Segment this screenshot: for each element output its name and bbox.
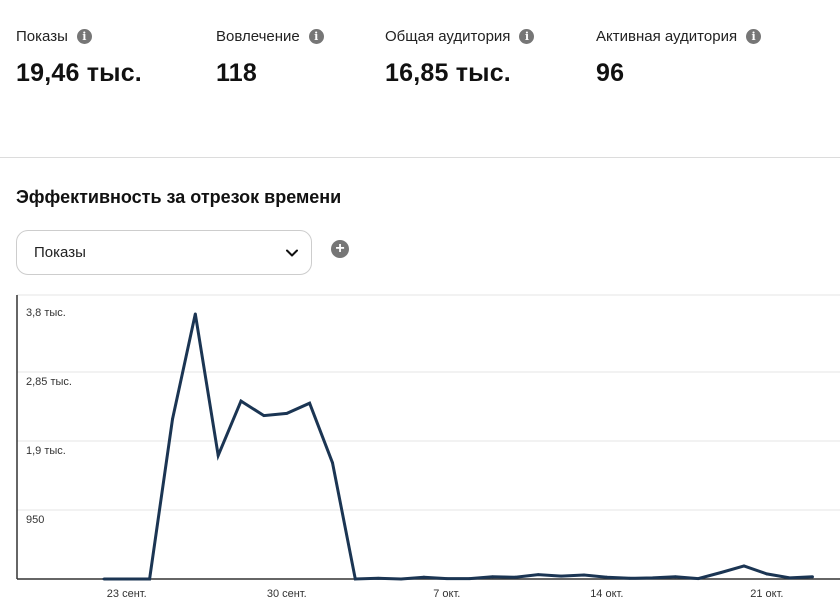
metric-active-audience: Активная аудитория i 96 bbox=[596, 26, 762, 88]
data-point bbox=[582, 573, 586, 577]
data-point bbox=[628, 576, 632, 580]
y-tick-label: 2,85 тыс. bbox=[26, 376, 72, 388]
info-icon[interactable]: i bbox=[308, 28, 324, 44]
x-tick-label: 21 окт. bbox=[750, 588, 783, 600]
data-point bbox=[536, 573, 540, 577]
data-point bbox=[399, 577, 403, 581]
info-icon[interactable]: i bbox=[76, 28, 92, 44]
metric-value: 16,85 тыс. bbox=[385, 59, 511, 87]
data-point bbox=[376, 576, 380, 580]
data-point bbox=[719, 571, 723, 574]
metric-label: Активная аудитория bbox=[596, 27, 738, 45]
section-title: Эффективность за отрезок времени bbox=[16, 187, 342, 207]
data-point bbox=[765, 572, 769, 576]
data-point bbox=[559, 574, 563, 578]
data-point bbox=[788, 576, 792, 580]
x-tick-label: 30 сент. bbox=[267, 588, 307, 600]
dropdown-value: Показы bbox=[34, 244, 86, 261]
data-point bbox=[193, 312, 197, 316]
x-tick-label: 14 окт. bbox=[590, 588, 623, 600]
data-point bbox=[353, 577, 357, 581]
data-point bbox=[216, 454, 220, 457]
metric-total-audience: Общая аудитория i 16,85 тыс. bbox=[385, 26, 535, 88]
data-point bbox=[605, 575, 609, 579]
x-tick-label: 23 сент. bbox=[107, 588, 147, 600]
metric-select-dropdown[interactable]: Показы bbox=[16, 230, 312, 275]
data-point bbox=[239, 399, 243, 403]
info-icon[interactable]: i bbox=[519, 28, 535, 44]
metric-engagement: Вовлечение i 118 bbox=[216, 26, 324, 88]
data-point bbox=[445, 577, 449, 581]
y-tick-label: 1,9 тыс. bbox=[26, 445, 66, 457]
metric-label: Показы bbox=[16, 27, 68, 45]
metric-value: 19,46 тыс. bbox=[16, 59, 142, 87]
data-point bbox=[125, 577, 129, 581]
data-point bbox=[102, 577, 106, 581]
y-tick-label: 950 bbox=[26, 514, 44, 526]
metric-label: Вовлечение bbox=[216, 27, 300, 45]
data-point bbox=[331, 461, 334, 465]
series-line bbox=[103, 313, 813, 581]
data-point bbox=[674, 575, 677, 579]
data-point bbox=[811, 575, 814, 579]
data-point bbox=[285, 412, 289, 415]
x-tick-label: 7 окт. bbox=[433, 588, 460, 600]
data-point bbox=[651, 576, 654, 580]
data-point bbox=[171, 417, 174, 421]
divider bbox=[0, 157, 840, 158]
data-point bbox=[742, 564, 746, 568]
data-point bbox=[468, 577, 472, 581]
metric-impressions: Показы i 19,46 тыс. bbox=[16, 26, 142, 88]
data-point bbox=[148, 577, 151, 581]
line-chart: 3,8 тыс. 2,85 тыс. 1,9 тыс. 950 23 сент. 30 с… bbox=[16, 294, 840, 600]
data-point bbox=[696, 577, 700, 581]
metric-label: Общая аудитория bbox=[385, 27, 511, 45]
data-point bbox=[491, 575, 494, 579]
chevron-down-icon bbox=[286, 249, 298, 256]
data-point bbox=[262, 414, 266, 417]
data-point bbox=[513, 575, 517, 579]
plus-circle-icon[interactable]: + bbox=[331, 240, 349, 258]
data-point bbox=[422, 575, 426, 579]
data-point bbox=[308, 401, 312, 405]
metric-value: 118 bbox=[216, 59, 257, 87]
y-tick-label: 3,8 тыс. bbox=[26, 307, 66, 319]
metric-value: 96 bbox=[596, 59, 625, 87]
info-icon[interactable]: i bbox=[746, 28, 762, 44]
